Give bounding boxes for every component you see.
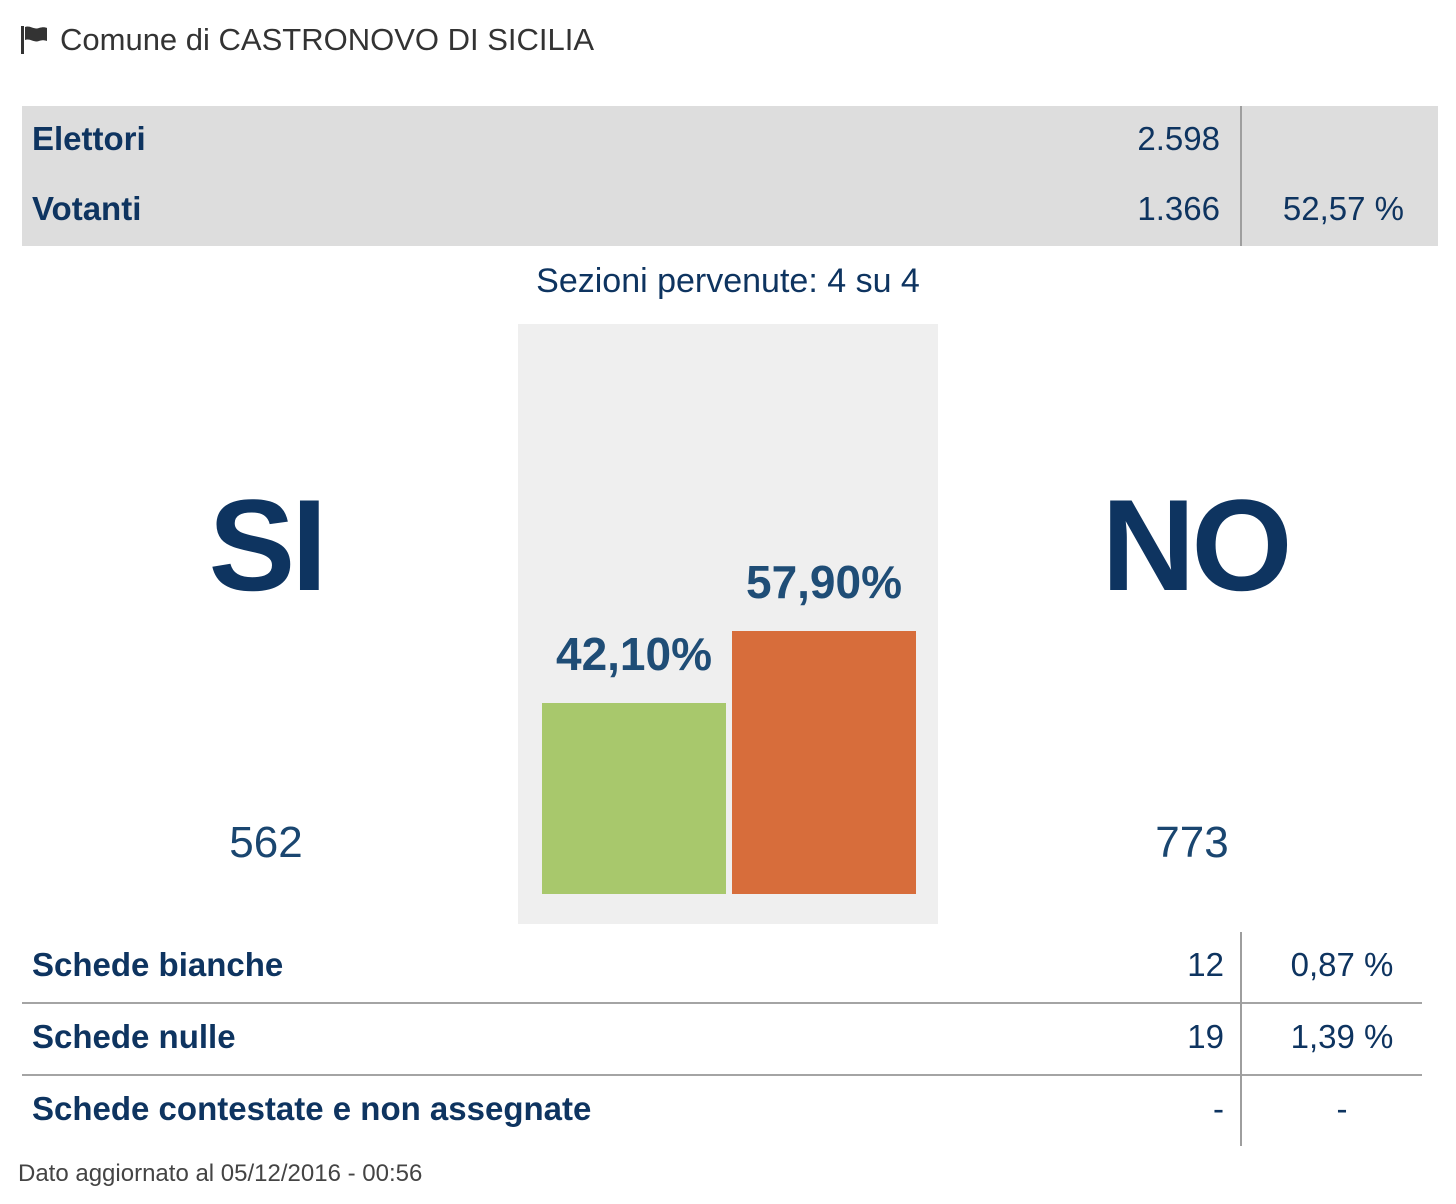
schede-bianche-row: Schede bianche 12 0,87 % <box>22 932 1422 1004</box>
schede-contestate-label: Schede contestate e non assegnate <box>32 1090 592 1127</box>
bar-no <box>732 631 916 894</box>
votanti-label: Votanti <box>32 190 142 227</box>
flag-icon <box>18 23 52 57</box>
schede-nulle-row: Schede nulle 19 1,39 % <box>22 1004 1422 1076</box>
schede-nulle-label: Schede nulle <box>32 1018 236 1055</box>
no-label: NO <box>1101 472 1293 618</box>
schede-bianche-value: 12 <box>1187 946 1224 983</box>
row-divider <box>22 1074 1422 1076</box>
last-updated: Dato aggiornato al 05/12/2016 - 00:56 <box>18 1160 423 1187</box>
page-title: Comune di CASTRONOVO DI SICILIA <box>60 22 595 57</box>
no-percentage-label: 57,90% <box>745 556 902 608</box>
turnout-stats: Elettori 2.598 Votanti 1.366 52,57 % <box>22 106 1438 246</box>
si-percentage-label: 42,10% <box>555 628 712 680</box>
elettori-row: Elettori 2.598 <box>22 106 1438 176</box>
si-count: 562 <box>229 818 303 867</box>
schede-nulle-percentage: 1,39 % <box>1290 1018 1394 1055</box>
no-count: 773 <box>1155 818 1229 867</box>
sections-received: Sezioni pervenute: 4 su 4 <box>536 262 920 300</box>
row-divider <box>22 1002 1422 1004</box>
schede-nulle-value: 19 <box>1187 1018 1224 1055</box>
elettori-label: Elettori <box>32 120 146 157</box>
bar-si <box>542 703 726 894</box>
schede-bianche-label: Schede bianche <box>32 946 284 983</box>
votanti-value: 1.366 <box>1137 190 1220 227</box>
votanti-row: Votanti 1.366 52,57 % <box>22 176 1438 246</box>
votanti-percentage: 52,57 % <box>1282 190 1404 227</box>
schede-contestate-percentage: - <box>1336 1090 1348 1127</box>
si-label: SI <box>208 472 328 618</box>
elettori-value: 2.598 <box>1137 120 1220 157</box>
schede-bianche-percentage: 0,87 % <box>1290 946 1394 983</box>
schede-contestate-value: - <box>1213 1090 1224 1127</box>
page-header: Comune di CASTRONOVO DI SICILIA <box>18 18 594 62</box>
results-chart: 42,10% 57,90% <box>518 324 938 924</box>
column-divider <box>1240 106 1242 246</box>
column-divider <box>1240 932 1242 1146</box>
schede-contestate-row: Schede contestate e non assegnate - - <box>22 1076 1422 1148</box>
